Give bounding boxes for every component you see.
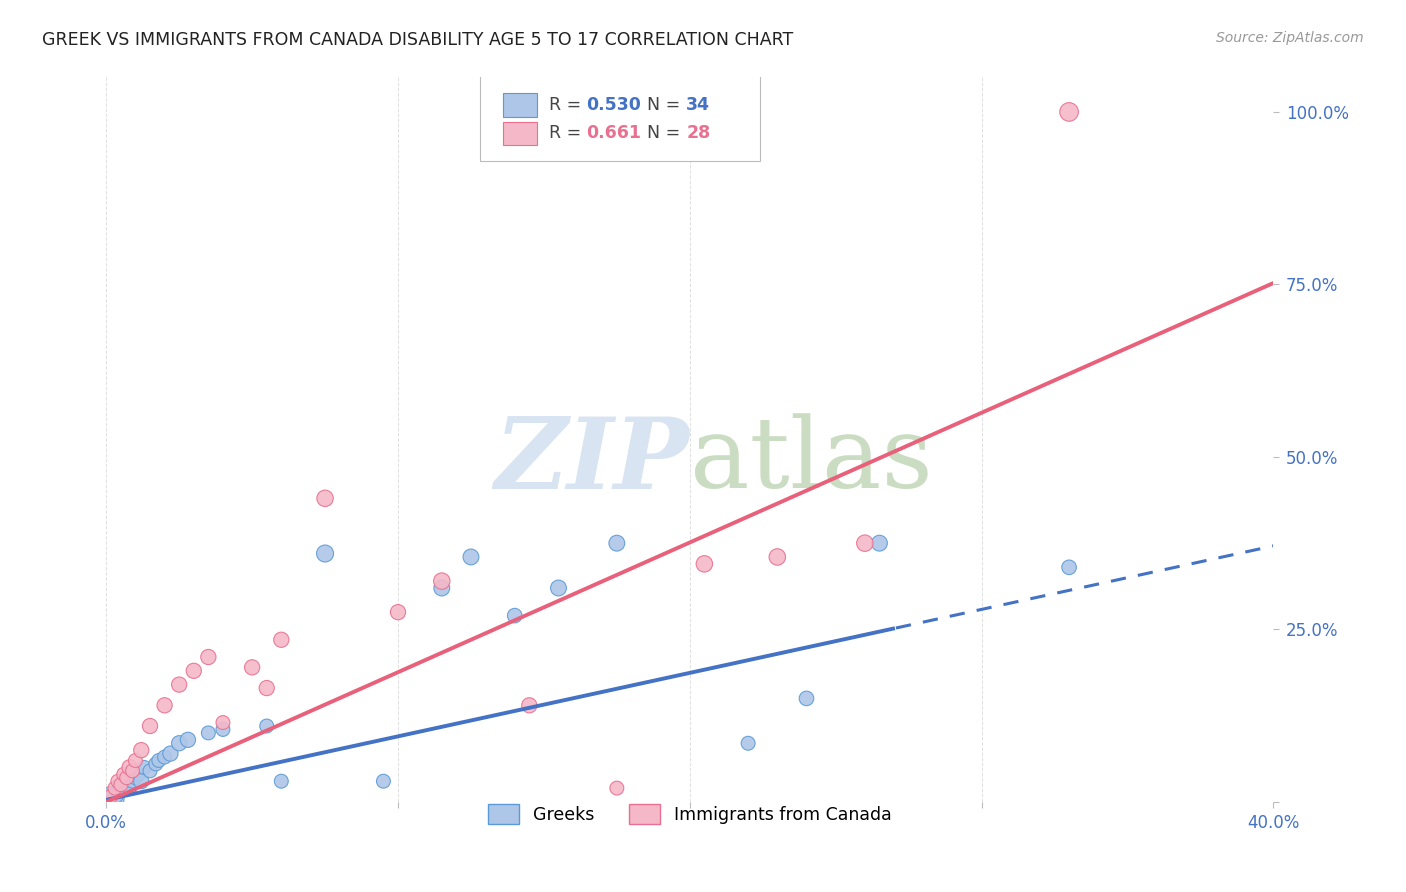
Point xyxy=(112,782,135,797)
Point xyxy=(153,750,176,764)
Point xyxy=(167,736,190,750)
Point xyxy=(112,767,135,781)
Point xyxy=(107,774,129,789)
Point xyxy=(110,778,132,792)
Point xyxy=(107,784,129,798)
Point xyxy=(373,774,395,789)
Point xyxy=(387,605,409,619)
Point xyxy=(139,719,162,733)
Point xyxy=(118,781,141,796)
Point xyxy=(1057,560,1080,574)
Point xyxy=(110,781,132,796)
Point xyxy=(256,681,278,695)
Text: N =: N = xyxy=(636,96,686,114)
Point xyxy=(737,736,759,750)
Point xyxy=(606,781,628,796)
Text: ZIP: ZIP xyxy=(495,413,690,509)
Point xyxy=(121,764,143,778)
Text: 34: 34 xyxy=(686,96,710,114)
Point xyxy=(197,726,219,740)
Point xyxy=(101,791,124,805)
Point xyxy=(124,771,146,785)
Point xyxy=(121,774,143,789)
Point xyxy=(606,536,628,550)
Text: 0.530: 0.530 xyxy=(586,96,641,114)
Point xyxy=(430,574,453,588)
Point xyxy=(153,698,176,713)
Text: GREEK VS IMMIGRANTS FROM CANADA DISABILITY AGE 5 TO 17 CORRELATION CHART: GREEK VS IMMIGRANTS FROM CANADA DISABILI… xyxy=(42,31,793,49)
Point xyxy=(104,788,127,802)
FancyBboxPatch shape xyxy=(479,74,759,161)
Point xyxy=(314,491,336,506)
Point xyxy=(212,715,235,730)
Point xyxy=(100,789,122,804)
Point xyxy=(314,547,336,561)
Point xyxy=(148,754,170,768)
Point xyxy=(139,764,162,778)
Point xyxy=(167,677,190,691)
Point xyxy=(212,723,235,737)
Point xyxy=(240,660,263,674)
Point xyxy=(270,774,292,789)
Point xyxy=(256,719,278,733)
Point xyxy=(127,767,149,781)
Legend: Greeks, Immigrants from Canada: Greeks, Immigrants from Canada xyxy=(479,796,900,833)
Point xyxy=(430,581,453,595)
Point xyxy=(547,581,569,595)
Point xyxy=(134,760,156,774)
Point xyxy=(145,756,167,771)
Point xyxy=(693,557,716,571)
Text: atlas: atlas xyxy=(690,414,932,509)
Point xyxy=(1057,104,1080,119)
FancyBboxPatch shape xyxy=(503,94,537,117)
FancyBboxPatch shape xyxy=(503,121,537,145)
Point xyxy=(115,778,138,792)
Point xyxy=(159,747,181,761)
Point xyxy=(104,781,127,796)
Point xyxy=(129,774,152,789)
Point xyxy=(460,549,482,564)
Point xyxy=(853,536,876,550)
Text: Source: ZipAtlas.com: Source: ZipAtlas.com xyxy=(1216,31,1364,45)
Text: 0.661: 0.661 xyxy=(586,124,641,142)
Point xyxy=(115,771,138,785)
Point xyxy=(129,743,152,757)
Point xyxy=(503,608,526,623)
Point xyxy=(124,754,146,768)
Point xyxy=(118,760,141,774)
Point xyxy=(868,536,890,550)
Text: 28: 28 xyxy=(686,124,710,142)
Point xyxy=(796,691,818,706)
Point xyxy=(517,698,540,713)
Point xyxy=(197,650,219,665)
Text: N =: N = xyxy=(636,124,686,142)
Text: R =: R = xyxy=(548,124,586,142)
Point xyxy=(766,549,789,564)
Text: R =: R = xyxy=(548,96,586,114)
Point xyxy=(183,664,205,678)
Point xyxy=(177,732,200,747)
Point xyxy=(270,632,292,647)
